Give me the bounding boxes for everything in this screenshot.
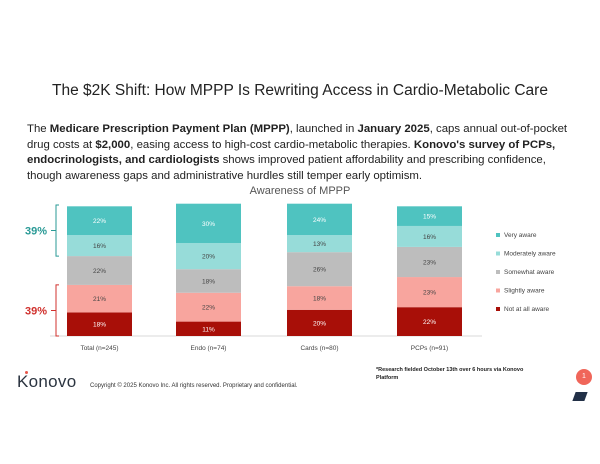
bar-segment (287, 235, 352, 253)
legend-swatch (496, 288, 500, 293)
legend-label: Not at all aware (504, 306, 550, 313)
data-label: 24% (313, 217, 326, 224)
legend-swatch (496, 307, 500, 311)
bar-segment (397, 225, 462, 247)
data-label: 11% (202, 326, 215, 333)
bar-segment (397, 246, 462, 278)
bar-segment (397, 206, 462, 226)
data-label: 30% (202, 221, 215, 228)
bar-segment (176, 321, 241, 336)
data-label: 16% (93, 243, 106, 250)
x-tick-label: Cards (n=80) (300, 345, 338, 352)
intro-paragraph: The Medicare Prescription Payment Plan (… (27, 123, 568, 182)
bar-segment (67, 284, 132, 313)
data-label: 18% (93, 322, 106, 329)
bar-segment (287, 286, 352, 310)
data-label: 18% (202, 278, 215, 285)
bar-segment (397, 277, 462, 308)
bar-segment (287, 203, 352, 236)
data-label: 23% (423, 259, 436, 266)
data-label: 22% (423, 319, 436, 326)
legend-label: Very aware (504, 232, 537, 239)
copyright-text: Copyright © 2025 Konovo Inc. All rights … (90, 383, 298, 389)
bar-segment (67, 312, 132, 336)
konovo-logo: Konovo (17, 372, 77, 391)
bracket-label: 39% (25, 226, 47, 238)
bar-segment (287, 309, 352, 336)
bracket-label: 39% (25, 305, 47, 317)
logo-dot (25, 371, 28, 374)
bar-segment (67, 235, 132, 257)
legend-label: Slightly aware (504, 288, 545, 295)
data-label: 23% (423, 290, 436, 297)
data-label: 20% (313, 320, 326, 327)
bar-segment (287, 252, 352, 287)
research-footnote: *Research fielded October 13th over 6 ho… (376, 367, 524, 381)
bar-segment (67, 256, 132, 285)
chart-title: Awareness of MPPP (250, 185, 351, 197)
bracket (51, 204, 59, 257)
page-number: 1 (576, 369, 592, 385)
legend-label: Moderately aware (504, 251, 556, 258)
data-label: 20% (202, 254, 215, 261)
bar-segment (176, 203, 241, 243)
legend-swatch (496, 233, 500, 237)
data-label: 16% (423, 234, 436, 241)
x-tick-label: Total (n=245) (80, 345, 118, 352)
bar-segment (397, 307, 462, 336)
legend-swatch (496, 270, 500, 274)
data-label: 21% (93, 296, 106, 303)
slide-title: The $2K Shift: How MPPP Is Rewriting Acc… (52, 82, 548, 99)
legend-swatch (496, 251, 500, 256)
bar-segment (176, 292, 241, 322)
data-label: 26% (313, 267, 326, 274)
data-label: 18% (313, 296, 326, 303)
bar-segment (67, 206, 132, 236)
data-label: 13% (313, 241, 326, 248)
bracket (51, 284, 59, 337)
legend-label: Somewhat aware (504, 269, 555, 276)
data-label: 22% (93, 218, 106, 225)
x-tick-label: PCPs (n=91) (411, 345, 448, 352)
bar-segment (176, 242, 241, 270)
data-label: 15% (423, 214, 436, 221)
bar-segment (176, 269, 241, 293)
x-tick-label: Endo (n=74) (191, 345, 227, 352)
data-label: 22% (93, 268, 106, 275)
data-label: 22% (202, 305, 215, 312)
